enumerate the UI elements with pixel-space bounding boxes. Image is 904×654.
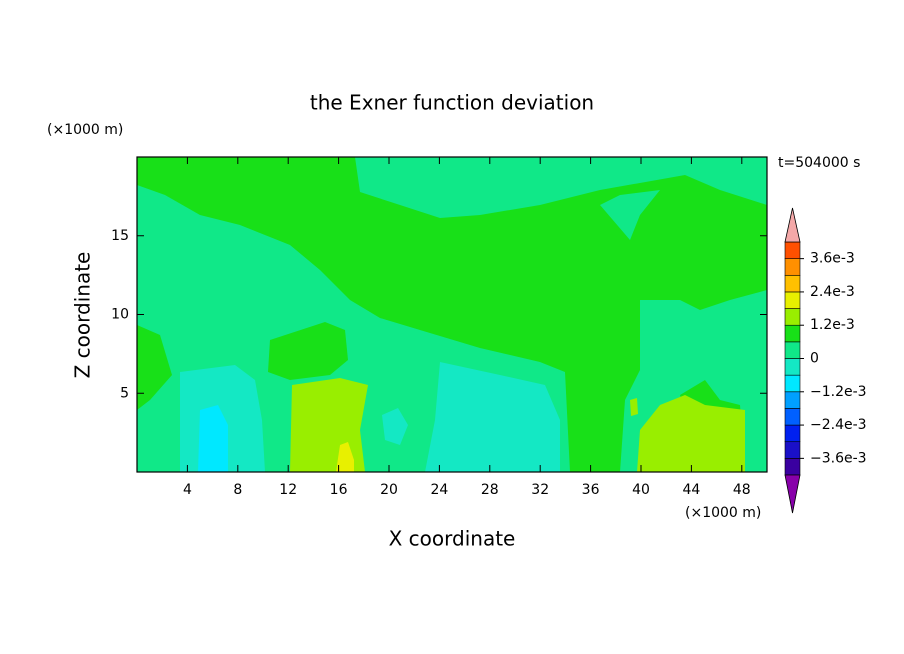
time-label: t=504000 s	[778, 155, 860, 171]
x-tick-label: 48	[733, 482, 751, 498]
contour-region	[290, 378, 368, 472]
x-tick-label: 4	[183, 482, 192, 498]
contour-region	[336, 442, 354, 472]
x-tick-label: 20	[380, 482, 398, 498]
colorbar-box	[784, 258, 801, 276]
contour-region	[355, 157, 767, 218]
x-tick-label: 44	[682, 482, 700, 498]
colorbar-under	[784, 474, 801, 514]
colorbar-box	[784, 374, 801, 393]
x-tick-label: 40	[632, 482, 650, 498]
x-unit: (×1000 m)	[685, 505, 761, 521]
colorbar-box	[784, 458, 801, 476]
colorbar-tick-label: −2.4e-3	[810, 417, 867, 433]
contour-field	[137, 157, 767, 472]
colorbar-box	[784, 424, 801, 443]
x-tick-label: 36	[582, 482, 600, 498]
contour-region	[425, 362, 560, 472]
x-tick-label: 24	[430, 482, 448, 498]
contour-region	[268, 322, 348, 380]
contour-region	[637, 395, 745, 472]
x-tick-label: 32	[531, 482, 549, 498]
y-tick-label: 10	[111, 307, 129, 323]
colorbar-box	[784, 358, 801, 376]
colorbar-tick-label: 3.6e-3	[810, 251, 855, 267]
contour-region	[137, 325, 172, 410]
y-axis-label: Z coordinate	[71, 252, 95, 379]
x-tick-label: 28	[481, 482, 499, 498]
y-tick-label: 15	[111, 228, 129, 244]
colorbar-tick-label: 2.4e-3	[810, 284, 855, 300]
colorbar-box	[784, 341, 801, 359]
colorbar-tick-label: −3.6e-3	[810, 450, 867, 466]
contour-region	[600, 190, 660, 240]
colorbar-box	[784, 324, 801, 343]
x-tick-label: 8	[233, 482, 242, 498]
colorbar-tick-label: 1.2e-3	[810, 317, 855, 333]
colorbar-box	[784, 291, 801, 309]
colorbar-box	[784, 391, 801, 409]
colorbar-box	[784, 441, 801, 459]
y-unit: (×1000 m)	[47, 122, 123, 138]
contour-region	[630, 398, 638, 416]
colorbar-tick-label: −1.2e-3	[810, 384, 867, 400]
contour-region	[382, 408, 408, 445]
colorbar-box	[784, 308, 801, 326]
y-tick-label: 5	[120, 385, 129, 401]
x-tick-label: 16	[330, 482, 348, 498]
x-tick-label: 12	[279, 482, 297, 498]
colorbar-over	[784, 207, 801, 243]
colorbar-box	[784, 274, 801, 293]
colorbar-tick-label: 0	[810, 351, 819, 367]
x-axis-label: X coordinate	[389, 527, 516, 551]
colorbar-box	[784, 241, 801, 259]
chart-title: the Exner function deviation	[310, 91, 594, 115]
colorbar-box	[784, 408, 801, 426]
contour-region	[198, 405, 228, 472]
